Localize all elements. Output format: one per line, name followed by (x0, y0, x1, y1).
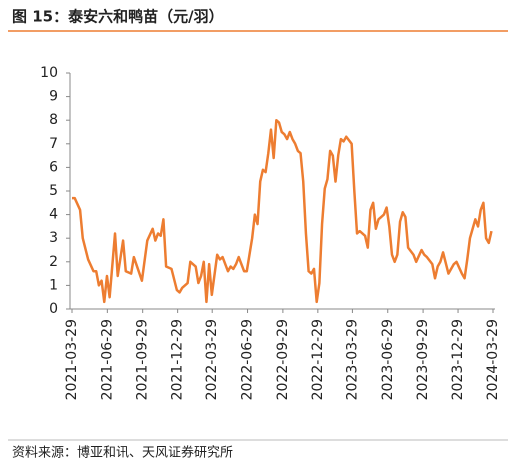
y-tick-label: 8 (49, 112, 58, 128)
x-tick-label: 2021-12-29 (170, 319, 186, 400)
source-note: 资料来源：博亚和讯、天风证券研究所 (12, 445, 233, 461)
y-tick-label: 3 (49, 230, 58, 246)
y-tick-label: 2 (49, 254, 58, 270)
x-tick-label: 2022-09-29 (275, 319, 291, 400)
x-tick-label: 2021-09-29 (135, 319, 151, 400)
series-line (72, 118, 493, 304)
y-tick-label: 10 (40, 65, 58, 81)
x-tick-label: 2024-03-29 (485, 319, 501, 400)
y-tick-label: 1 (49, 277, 58, 293)
x-tick-label: 2023-03-29 (344, 319, 360, 400)
y-tick-label: 7 (49, 136, 58, 152)
y-tick-label: 6 (49, 159, 58, 175)
x-tick-label: 2023-12-29 (450, 319, 466, 400)
x-tick-label: 2021-03-29 (64, 319, 80, 400)
x-tick-label: 2022-03-29 (204, 319, 220, 400)
y-tick-label: 4 (49, 207, 58, 223)
chart-title: 图 15：泰安六和鸭苗（元/羽） (12, 8, 224, 26)
y-tick-label: 5 (49, 183, 58, 199)
y-tick-label: 9 (49, 89, 58, 105)
x-tick-label: 2021-06-29 (99, 319, 115, 400)
x-tick-label: 2023-09-29 (415, 319, 431, 400)
y-tick-label: 0 (49, 301, 58, 317)
x-tick-label: 2023-06-29 (380, 319, 396, 400)
x-tick-label: 2022-06-29 (240, 319, 256, 400)
x-tick-label: 2022-12-29 (310, 319, 326, 400)
